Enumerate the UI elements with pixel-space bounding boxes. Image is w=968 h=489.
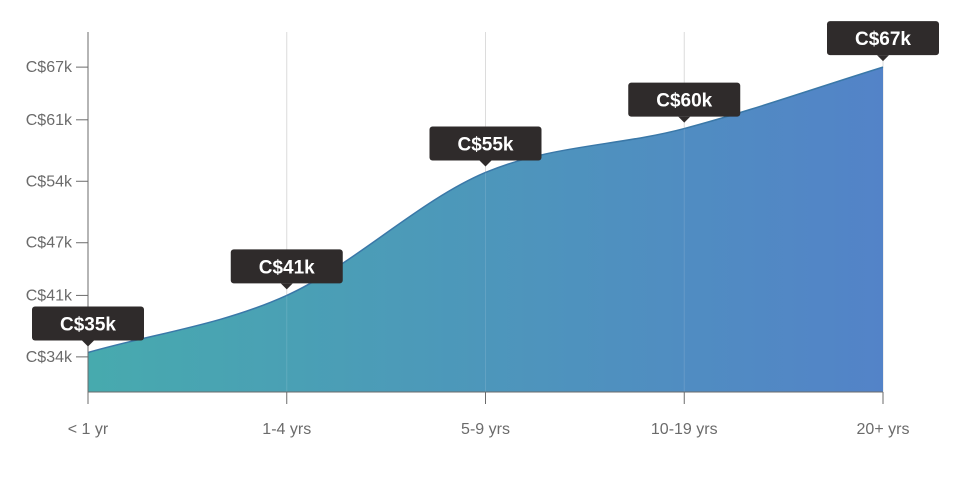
data-label-text: C$67k bbox=[855, 29, 911, 50]
x-tick-label: < 1 yr bbox=[68, 421, 109, 438]
y-tick-label: C$47k bbox=[26, 235, 73, 252]
data-label-box bbox=[628, 82, 741, 117]
y-tick-label: C$61k bbox=[26, 112, 73, 129]
data-label-pointer bbox=[877, 55, 889, 62]
area-line bbox=[87, 66, 884, 354]
data-label-box bbox=[230, 249, 343, 284]
x-tick-label: 10-19 yrs bbox=[651, 421, 718, 438]
x-tick-label: 5-9 yrs bbox=[461, 421, 510, 438]
data-label-pointer bbox=[82, 340, 94, 347]
data-label-text: C$41k bbox=[259, 257, 315, 278]
area-series bbox=[87, 66, 884, 392]
data-label: C$35k bbox=[32, 306, 144, 347]
y-tick-label: C$54k bbox=[26, 173, 73, 190]
data-labels: C$35k C$41k C$55k C$60k C$67k bbox=[32, 21, 939, 347]
data-label-box bbox=[32, 306, 144, 341]
data-label-box bbox=[429, 126, 542, 161]
data-label: C$41k bbox=[230, 249, 343, 290]
data-label-box bbox=[827, 21, 939, 56]
data-label-text: C$35k bbox=[60, 314, 116, 335]
data-label-text: C$60k bbox=[656, 91, 712, 112]
x-tick-label: 20+ yrs bbox=[857, 421, 910, 438]
data-label-pointer bbox=[678, 116, 691, 123]
y-tick-label: C$41k bbox=[26, 287, 73, 304]
y-tick-label: C$67k bbox=[26, 59, 73, 76]
axes: C$34k C$41k C$47k C$54k C$61k C$67k < 1 yr 1-4 … bbox=[26, 32, 910, 438]
data-label: C$67k bbox=[827, 21, 939, 62]
y-tick-label: C$34k bbox=[26, 349, 73, 366]
data-label: C$60k bbox=[628, 82, 741, 123]
x-tick-label: 1-4 yrs bbox=[262, 421, 311, 438]
data-label-pointer bbox=[280, 283, 293, 290]
data-label-pointer bbox=[479, 160, 492, 167]
area-fill bbox=[88, 67, 883, 392]
data-label-text: C$55k bbox=[458, 134, 514, 155]
data-label: C$55k bbox=[429, 126, 542, 167]
